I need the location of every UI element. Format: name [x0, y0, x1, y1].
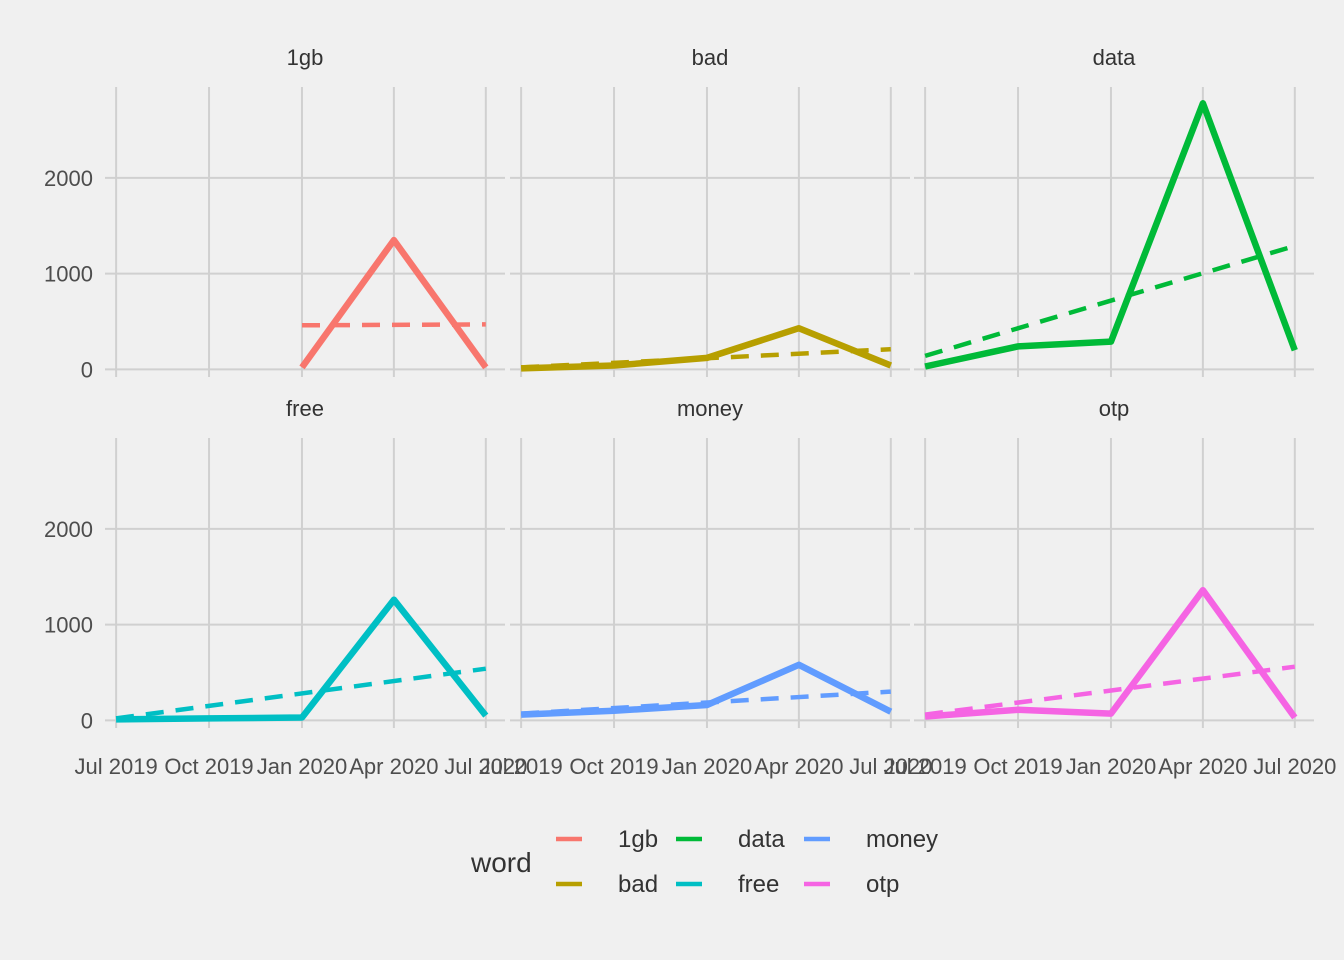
legend-item-data: data: [676, 826, 785, 853]
trend-line-data: [924, 243, 1296, 359]
series-line-otp: [924, 586, 1298, 720]
legend-title: word: [470, 847, 532, 878]
x-tick-label: Jul 2020: [444, 754, 527, 779]
facet-title-1gb: 1gb: [287, 45, 324, 70]
facet-panel-bad: bad: [510, 45, 910, 377]
legend: word 1gb bad data free money otp: [470, 826, 938, 898]
legend-item-1gb: 1gb: [556, 826, 658, 853]
x-tick-label: Jul 2020: [1253, 754, 1336, 779]
legend-label-data: data: [738, 826, 785, 853]
legend-item-free: free: [676, 871, 779, 898]
y-tick-label: 2000: [44, 517, 93, 542]
legend-label-1gb: 1gb: [618, 826, 658, 853]
series-line-bad: [520, 324, 893, 372]
y-tick-label: 0: [81, 357, 93, 382]
facet-title-free: free: [286, 396, 324, 421]
x-tick-label: Jan 2020: [662, 754, 753, 779]
legend-item-money: money: [804, 826, 938, 853]
x-tick-label: Jan 2020: [257, 754, 348, 779]
facet-panel-1gb: 1gb 0 1000 2000: [44, 45, 505, 382]
legend-label-otp: otp: [866, 871, 899, 898]
x-tick-label: Jul 2019: [884, 754, 967, 779]
legend-item-otp: otp: [804, 871, 899, 898]
y-tick-label: 1000: [44, 613, 93, 638]
x-tick-label: Jul 2020: [849, 754, 932, 779]
y-tick-label: 2000: [44, 166, 93, 191]
facet-panel-free: free 0 1000 2000 Jul 2019 Oct 2019 Jan 2020 Apr…: [44, 396, 527, 779]
legend-item-bad: bad: [556, 871, 658, 898]
x-tick-label: Jul 2019: [75, 754, 158, 779]
legend-label-bad: bad: [618, 871, 658, 898]
x-tick-label: Oct 2019: [973, 754, 1062, 779]
trend-line-otp: [924, 664, 1296, 717]
facet-panel-data: data: [914, 45, 1314, 377]
facet-title-bad: bad: [692, 45, 729, 70]
x-tick-label: Apr 2020: [1158, 754, 1247, 779]
x-tick-label: Jul 2019: [480, 754, 563, 779]
y-tick-label: 1000: [44, 262, 93, 287]
series-line-money: [520, 661, 893, 718]
x-tick-label: Oct 2019: [164, 754, 253, 779]
facet-title-data: data: [1093, 45, 1137, 70]
trend-line-free: [115, 666, 487, 721]
x-tick-label: Jan 2020: [1066, 754, 1157, 779]
facet-panels: 1gb 0 1000 2000 bad data free 0 1000 2000 Jul 2019…: [44, 45, 1336, 779]
legend-label-free: free: [738, 871, 779, 898]
legend-label-money: money: [866, 826, 938, 853]
x-tick-label: Oct 2019: [569, 754, 658, 779]
x-tick-label: Apr 2020: [754, 754, 843, 779]
series-line-free: [116, 596, 489, 723]
facet-panel-money: money Jul 2019 Oct 2019 Jan 2020 Apr 2020 Jul…: [480, 396, 933, 779]
y-tick-label: 0: [81, 708, 93, 733]
facet-title-otp: otp: [1099, 396, 1130, 421]
series-line-1gb: [299, 236, 489, 370]
series-line-data: [924, 100, 1298, 370]
facet-title-money: money: [677, 396, 743, 421]
x-tick-label: Apr 2020: [349, 754, 438, 779]
facet-panel-otp: otp Jul 2019 Oct 2019 Jan 2020 Apr 2020 Jul 2…: [884, 396, 1337, 779]
